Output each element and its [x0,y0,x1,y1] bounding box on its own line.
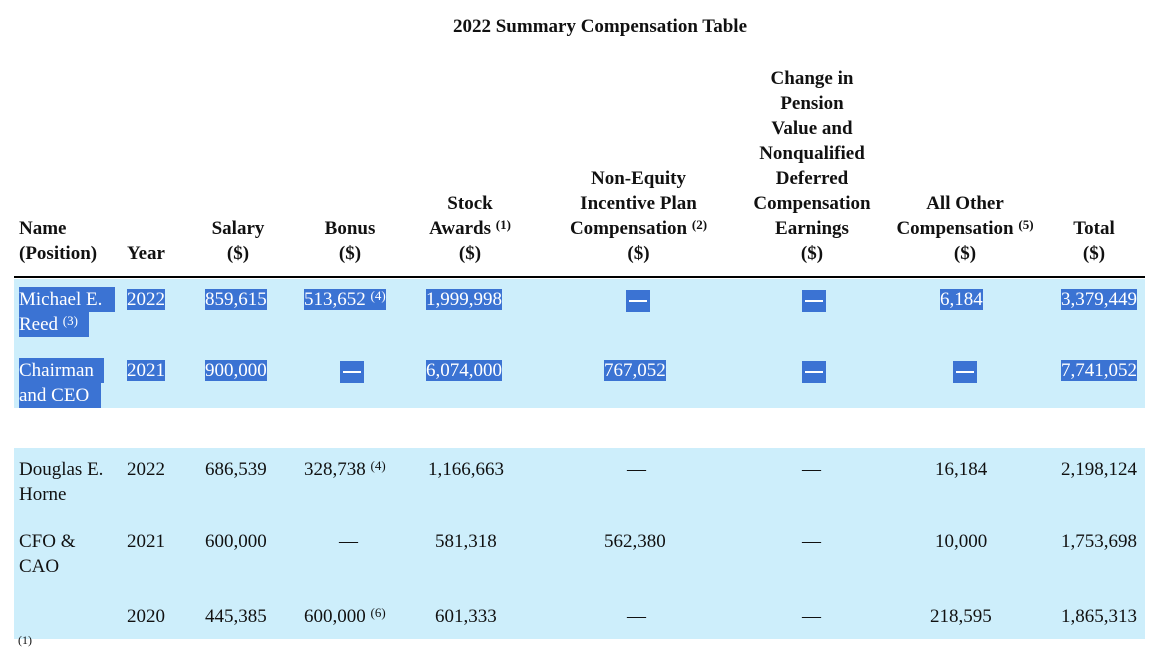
cell-year: 2021 [127,360,165,381]
header-nonequity: Non-Equity Incentive Plan Compensation (… [569,168,708,264]
cell-nonequity: — [627,459,646,480]
header-bonus: Bonus ($) [324,218,376,264]
header-stock: Stock Awards (1) ($) [429,193,511,264]
table-header: Name (Position) Year Salary ($) Bonus ($… [0,66,1151,270]
cell-bonus: 600,000 (6) [304,605,386,627]
cell-other: 10,000 [935,531,988,552]
cell-salary: 686,539 [205,459,267,480]
header-other: All Other Compensation (5) ($) [896,193,1034,264]
cell-pension: — [802,531,821,552]
cell-total: 3,379,449 [1061,289,1137,310]
cell-stock: 1,999,998 [426,289,502,310]
cell-stock: 6,074,000 [426,360,502,381]
dash-icon [953,360,977,383]
cell-total: 1,865,313 [1061,606,1137,627]
cell-year: 2022 [127,289,165,310]
cell-bonus: — [339,531,358,552]
cell-other: 16,184 [935,459,988,480]
dash-icon [340,360,364,383]
cell-name: Douglas E. Horne [19,459,104,505]
header-name: Name (Position) [19,218,98,264]
dash-icon [626,289,650,312]
cell-stock: 601,333 [435,606,497,627]
cell-stock: 581,318 [435,531,497,552]
cell-nonequity: 767,052 [604,360,666,381]
cell-other: 6,184 [940,289,983,310]
cell-bonus [340,358,364,383]
cell-pension: — [802,606,821,627]
cell-bonus: 513,652 (4) [304,288,386,310]
cell-bonus: 328,738 (4) [304,458,386,480]
band-executive-2 [14,448,1145,639]
header-year: Year [127,243,165,264]
cell-name: Chairman and CEO [19,358,104,408]
footnote-marker: (1) [18,633,32,647]
cell-salary: 600,000 [205,531,267,552]
cell-salary: 859,615 [205,289,267,310]
cell-pension: — [802,459,821,480]
dash-icon [802,289,826,312]
cell-year: 2020 [127,606,165,627]
cell-name: CFO & CAO [19,531,76,577]
cell-total: 7,741,052 [1061,360,1137,381]
cell-nonequity [626,287,650,312]
cell-salary: 445,385 [205,606,267,627]
cell-total: 1,753,698 [1061,531,1137,552]
cell-other [953,358,977,383]
cell-nonequity: — [627,606,646,627]
cell-pension [802,287,826,312]
cell-name: Michael E. Reed (3) [19,287,115,337]
header-salary: Salary ($) [211,218,265,264]
cell-year: 2021 [127,531,165,552]
table-title: 2022 Summary Compensation Table [452,16,748,37]
cell-other: 218,595 [930,606,992,627]
dash-icon [802,360,826,383]
cell-total: 2,198,124 [1061,459,1137,480]
header-rule [14,276,1145,278]
cell-salary: 900,000 [205,360,267,381]
cell-nonequity: 562,380 [604,531,666,552]
cell-year: 2022 [127,459,165,480]
header-total: Total ($) [1073,218,1115,264]
header-pension: Change in Pension Value and Nonqualified… [753,68,871,264]
cell-stock: 1,166,663 [428,459,504,480]
cell-pension [802,358,826,383]
